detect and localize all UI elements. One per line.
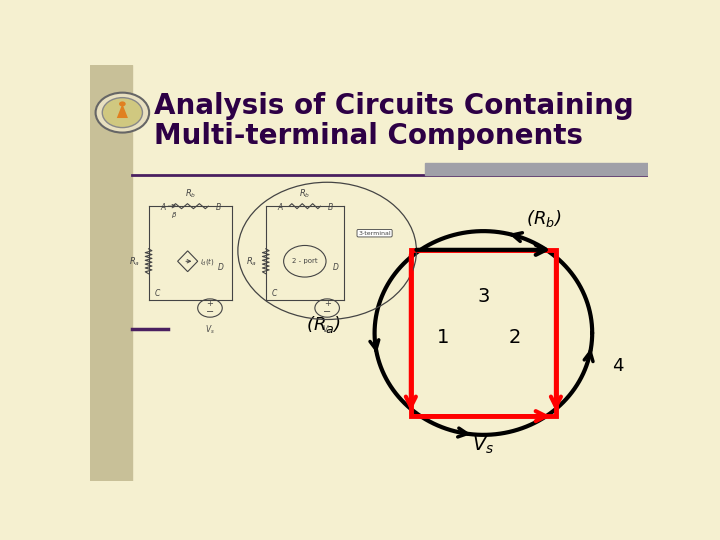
- Text: Multi-terminal Components: Multi-terminal Components: [154, 123, 583, 150]
- Text: D: D: [218, 262, 224, 272]
- Text: A: A: [277, 204, 282, 212]
- Text: $R_a$: $R_a$: [129, 255, 140, 267]
- Text: $i_d(t)$: $i_d(t)$: [200, 256, 215, 267]
- Text: D: D: [333, 262, 338, 272]
- Text: (R$_a$): (R$_a$): [306, 314, 341, 335]
- Bar: [411, 250, 556, 416]
- Text: A: A: [160, 204, 165, 212]
- Circle shape: [119, 102, 126, 106]
- Text: $\beta$: $\beta$: [171, 210, 177, 220]
- Text: (R$_b$): (R$_b$): [526, 208, 561, 229]
- Bar: [425, 163, 648, 175]
- Text: $R_a$: $R_a$: [246, 255, 258, 267]
- Text: Analysis of Circuits Containing: Analysis of Circuits Containing: [154, 92, 634, 120]
- Text: 3-terminal: 3-terminal: [359, 231, 391, 235]
- Text: 2 - port: 2 - port: [292, 258, 318, 264]
- Text: −: −: [206, 307, 214, 317]
- Text: 2: 2: [509, 328, 521, 347]
- Text: 4: 4: [612, 357, 624, 375]
- Text: C: C: [154, 288, 160, 298]
- Text: $R_b$: $R_b$: [185, 187, 196, 200]
- Bar: [90, 65, 132, 481]
- Polygon shape: [117, 104, 128, 118]
- Text: −: −: [323, 307, 331, 317]
- Text: 1: 1: [436, 328, 449, 347]
- Text: +: +: [324, 299, 330, 308]
- Text: C: C: [271, 288, 276, 298]
- Text: +: +: [207, 299, 213, 308]
- Text: B: B: [216, 204, 221, 212]
- Text: $V_s$: $V_s$: [205, 324, 215, 336]
- Text: 3: 3: [477, 287, 490, 306]
- Text: $V_s$: $V_s$: [322, 324, 332, 336]
- Circle shape: [102, 98, 143, 127]
- Text: B: B: [328, 204, 333, 212]
- Text: V$_s$: V$_s$: [472, 435, 495, 456]
- Text: $R_b$: $R_b$: [300, 187, 310, 200]
- Circle shape: [96, 93, 149, 133]
